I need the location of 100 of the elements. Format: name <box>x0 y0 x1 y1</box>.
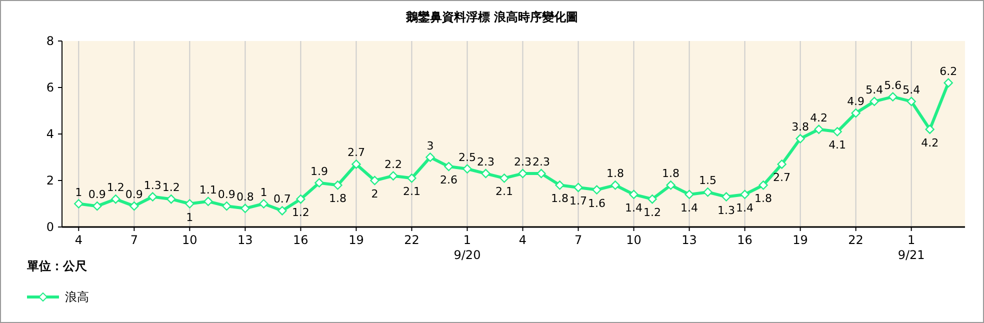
point <box>814 124 824 134</box>
point <box>333 180 342 190</box>
y-tick-label: 4 <box>46 127 54 141</box>
point <box>758 180 768 190</box>
point <box>222 201 232 211</box>
point <box>240 204 250 213</box>
point <box>204 196 213 206</box>
data-label: 1.2 <box>162 181 180 194</box>
data-label: 0.9 <box>218 188 236 202</box>
point <box>851 108 860 118</box>
point <box>592 185 602 194</box>
data-label: 1.5 <box>699 174 717 188</box>
data-label: 3 <box>426 139 434 152</box>
point <box>166 194 176 204</box>
point <box>296 194 306 204</box>
data-label: 1 <box>75 186 82 199</box>
point <box>388 171 398 180</box>
data-label: 1.4 <box>625 201 643 214</box>
point <box>518 168 528 178</box>
data-label: 5.6 <box>884 78 902 92</box>
data-label: 1.1 <box>199 183 217 196</box>
x-tick-label: 13 <box>238 233 253 247</box>
data-label: 1 <box>186 210 194 224</box>
point <box>481 168 490 178</box>
point <box>870 96 879 106</box>
point <box>906 96 916 106</box>
point <box>796 134 805 144</box>
data-label: 5.4 <box>902 83 920 96</box>
point <box>629 190 638 200</box>
data-label: 2 <box>371 188 378 200</box>
data-label: 1.6 <box>588 196 606 210</box>
x-tick-label: 22 <box>404 233 420 247</box>
point <box>648 194 657 204</box>
data-label: 1.8 <box>551 192 569 206</box>
data-label: 1.8 <box>606 167 624 180</box>
x-tick-label: 22 <box>848 233 864 247</box>
data-label: 4.2 <box>810 111 828 124</box>
point <box>314 178 324 188</box>
x-tick-label: 1 9/20 <box>454 233 481 262</box>
point <box>555 180 564 190</box>
y-tick-label: 0 <box>46 220 54 234</box>
point <box>536 168 546 178</box>
data-label: 1.8 <box>662 167 680 180</box>
data-label: 2.7 <box>773 171 791 184</box>
point <box>777 160 786 169</box>
point <box>352 160 361 169</box>
point <box>888 92 898 102</box>
data-label: 6.2 <box>940 64 958 78</box>
x-tick-label: 19 <box>792 233 808 247</box>
point <box>130 201 139 211</box>
point <box>92 201 102 211</box>
x-tick-label: 7 <box>574 233 582 247</box>
point <box>185 199 194 208</box>
data-label: 2.6 <box>440 174 458 187</box>
data-label: 3.8 <box>792 120 810 134</box>
point <box>407 174 416 183</box>
text: 單位：公尺 <box>26 259 88 273</box>
y-tick-label: 8 <box>46 34 54 48</box>
point <box>684 190 694 200</box>
x-tick-label: 19 <box>348 233 364 247</box>
point <box>462 164 472 174</box>
point <box>740 190 750 200</box>
data-label: 0.8 <box>236 190 254 204</box>
point <box>74 199 84 208</box>
data-label: 0.7 <box>273 192 291 206</box>
data-label: 2.7 <box>347 146 365 160</box>
data-label: 2.3 <box>476 156 494 169</box>
point <box>832 127 842 136</box>
data-label: 2.5 <box>458 150 476 164</box>
data-label: 1.4 <box>736 201 754 214</box>
data-label: 2.1 <box>496 185 513 198</box>
data-label: 1.2 <box>106 181 124 194</box>
data-label: 0.9 <box>88 188 106 202</box>
x-tick-label: 13 <box>682 233 697 247</box>
point <box>574 182 583 192</box>
data-label: 1.3 <box>144 178 162 192</box>
data-label: 5.4 <box>866 83 884 96</box>
data-label: 1.8 <box>754 192 772 206</box>
y-tick-label: 2 <box>46 174 54 188</box>
data-label: 2.2 <box>384 158 402 171</box>
point <box>259 199 268 208</box>
x-tick-label: 1 9/21 <box>898 233 925 262</box>
point <box>148 192 158 202</box>
y-tick-label: 6 <box>46 80 54 94</box>
data-label: 1.2 <box>292 206 310 220</box>
data-label: 1.8 <box>328 192 346 206</box>
data-label: 1.7 <box>570 194 588 208</box>
legend-label: 浪高 <box>65 290 89 304</box>
data-label: 1.9 <box>310 164 328 178</box>
x-tick-label: 4 <box>74 233 82 247</box>
data-label: 1.3 <box>718 204 736 217</box>
data-label: 2.3 <box>532 156 550 169</box>
point <box>703 188 712 197</box>
point <box>610 180 620 190</box>
point <box>370 176 380 186</box>
point <box>278 206 287 216</box>
point <box>666 180 676 190</box>
x-tick-label: 4 <box>518 233 527 247</box>
x-tick-label: 7 <box>130 233 138 247</box>
data-label: 4.1 <box>828 138 846 152</box>
